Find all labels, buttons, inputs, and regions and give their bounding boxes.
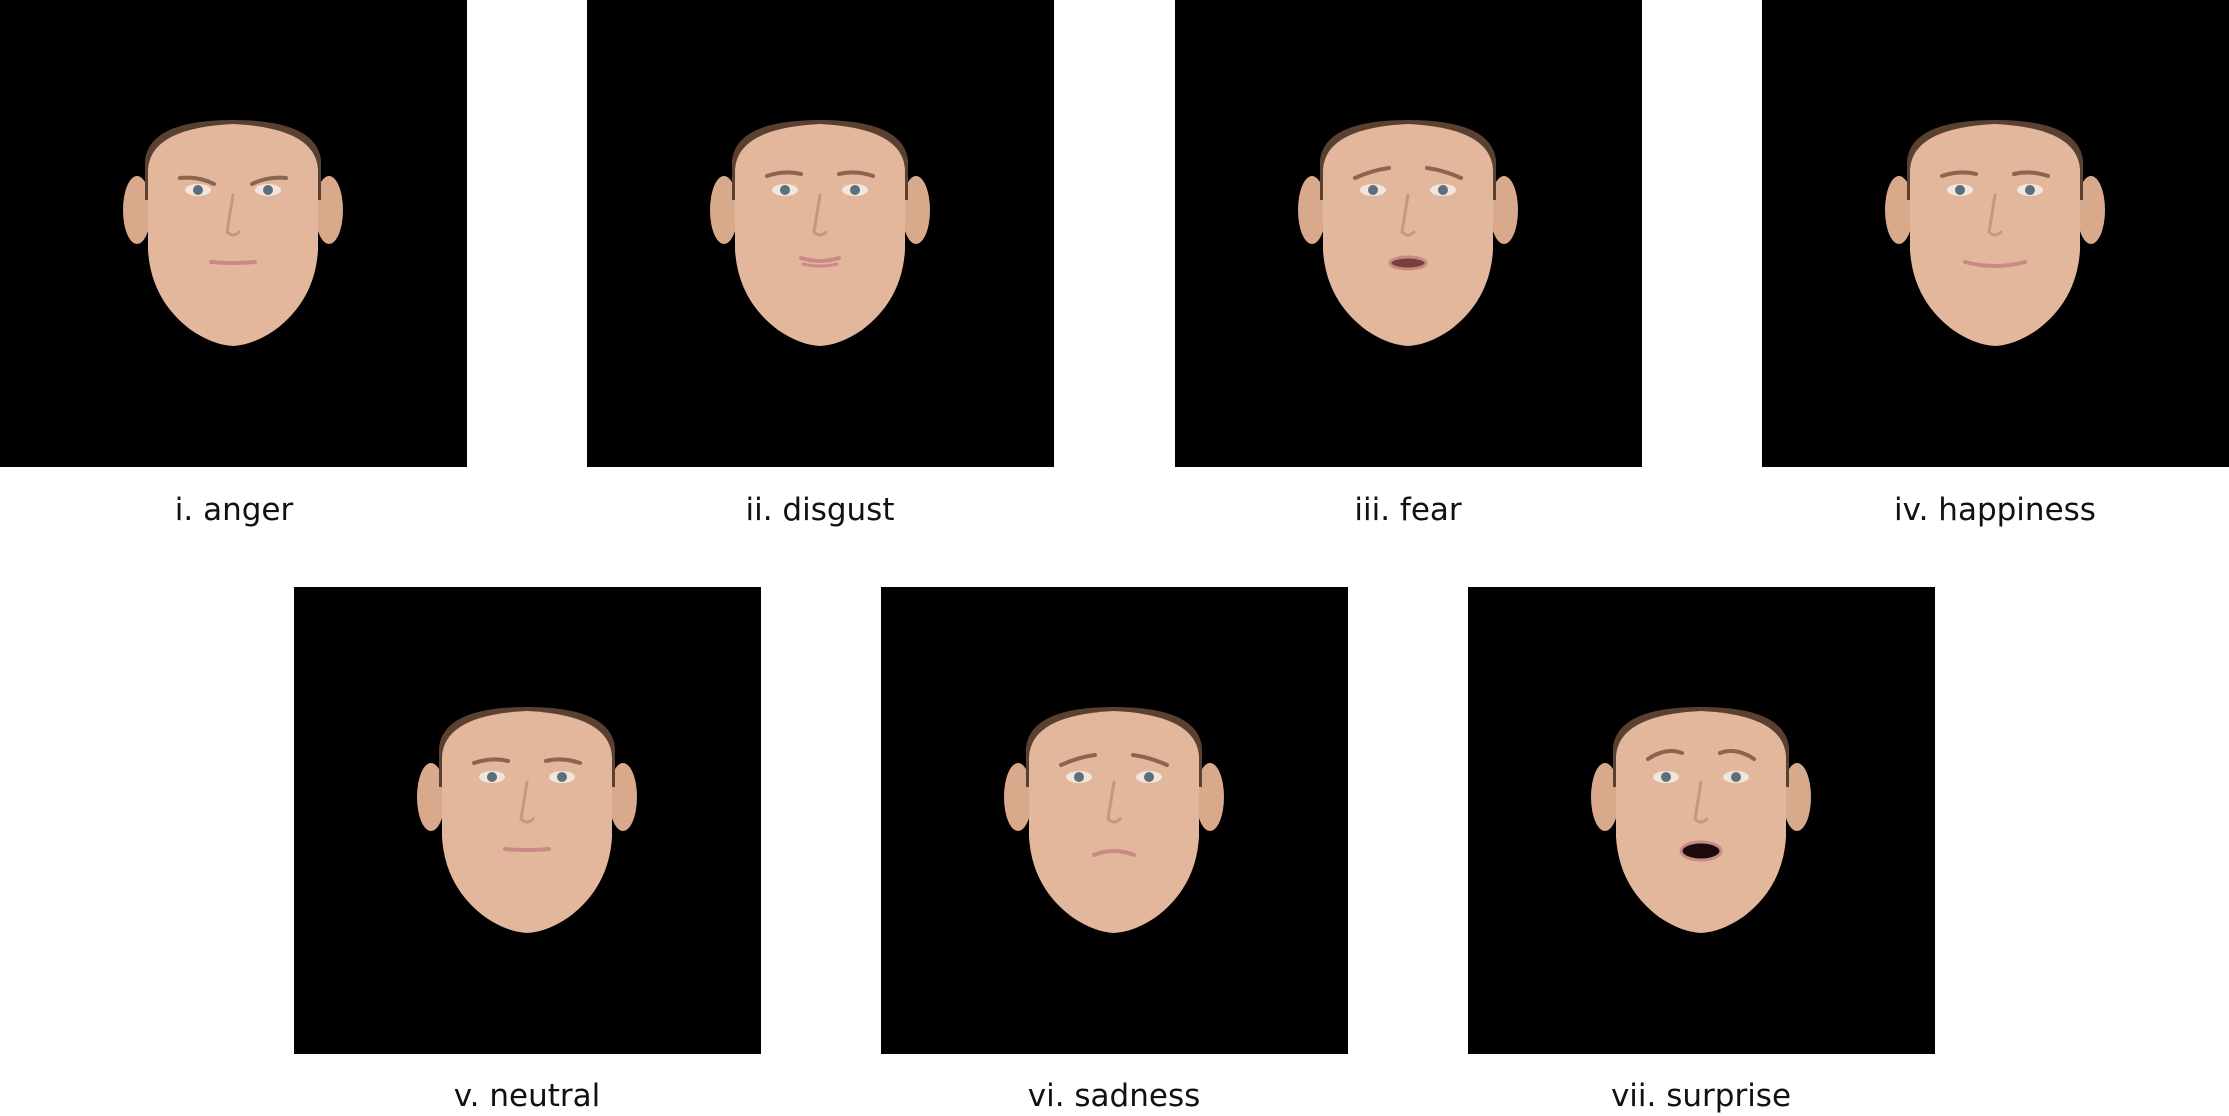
face-panel-disgust bbox=[587, 0, 1054, 467]
caption-happiness: iv. happiness bbox=[1894, 492, 2096, 528]
caption-disgust: ii. disgust bbox=[745, 492, 895, 528]
face-panel-happiness bbox=[1762, 0, 2229, 467]
caption-surprise: vii. surprise bbox=[1610, 1078, 1792, 1114]
caption-neutral: v. neutral bbox=[453, 1078, 601, 1114]
face-panel-fear bbox=[1175, 0, 1642, 467]
face-panel-surprise bbox=[1468, 587, 1935, 1054]
caption-anger: i. anger bbox=[174, 492, 294, 528]
face-photo bbox=[1468, 587, 1935, 1054]
face-panel-sadness bbox=[881, 587, 1348, 1054]
face-photo bbox=[1175, 0, 1642, 467]
face-panel-anger bbox=[0, 0, 467, 467]
face-photo bbox=[1762, 0, 2229, 467]
face-photo bbox=[587, 0, 1054, 467]
face-photo bbox=[294, 587, 761, 1054]
caption-fear: iii. fear bbox=[1354, 492, 1462, 528]
face-photo bbox=[881, 587, 1348, 1054]
caption-sadness: vi. sadness bbox=[1027, 1078, 1201, 1114]
face-photo bbox=[0, 0, 467, 467]
face-panel-neutral bbox=[294, 587, 761, 1054]
